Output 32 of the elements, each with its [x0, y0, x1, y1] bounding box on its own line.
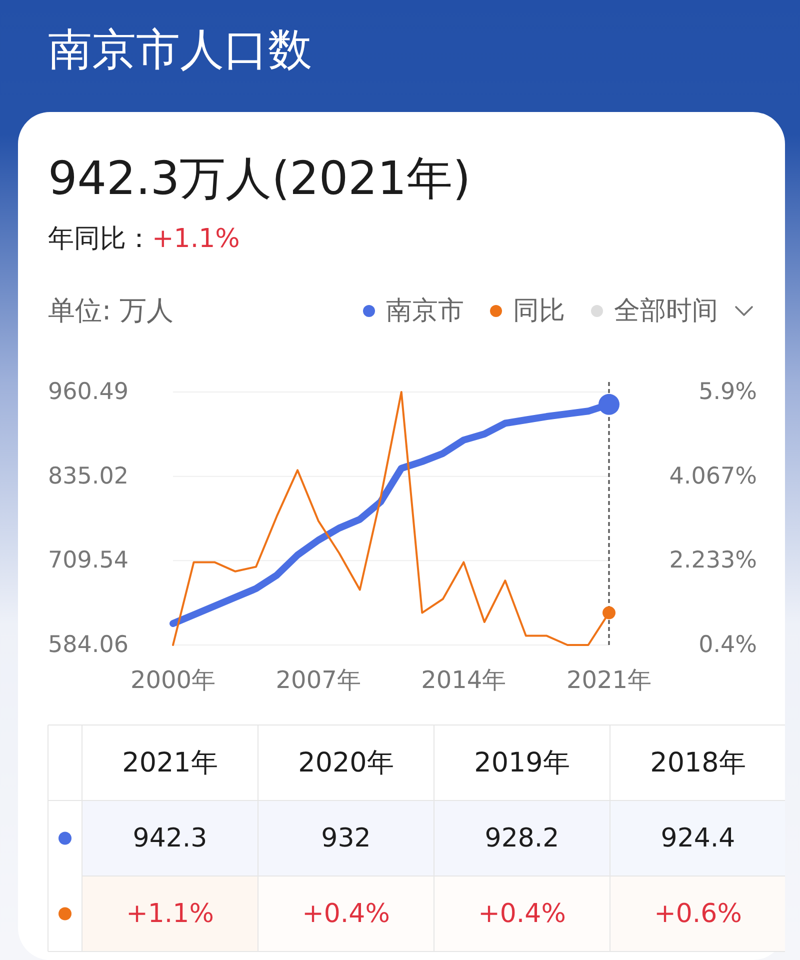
text: 全部时间: [614, 296, 718, 326]
y-tick-label: 584.06: [48, 632, 128, 658]
x-tick-label: 2018年: [650, 747, 746, 778]
y-tick-label: 960.49: [48, 379, 128, 405]
data-label: +1.1%: [126, 898, 214, 929]
data-label: +0.4%: [478, 898, 566, 929]
text: 年同比：: [48, 224, 152, 254]
data-label: 924.4: [660, 823, 736, 854]
legend-label: 同比: [513, 296, 565, 326]
x-tick-label: 2021年: [566, 666, 652, 694]
data-label: 942.3: [132, 823, 208, 854]
chart-subtitle: 942.3万人(2021年): [48, 151, 471, 205]
data-label: +0.4%: [302, 898, 390, 929]
data-label: 928.2: [484, 823, 560, 854]
legend-label: 南京市: [386, 296, 464, 326]
text: +1.1%: [152, 224, 240, 254]
x-tick-label: 2007年: [276, 666, 361, 694]
y2-tick-label: 4.067%: [669, 463, 757, 490]
x-tick-label: 2020年: [298, 747, 394, 778]
y-tick-label: 835.02: [48, 463, 128, 490]
y-tick-label: 709.54: [48, 548, 128, 574]
y2-tick-label: 2.233%: [669, 548, 757, 574]
x-tick-label: 2014年: [421, 666, 506, 694]
x-tick-label: 2021年: [122, 747, 218, 778]
chart-title: 南京市人口数: [48, 24, 312, 76]
y2-tick-label: 0.4%: [698, 632, 757, 658]
y-axis-title: 单位: 万人: [48, 296, 174, 326]
y2-tick-label: 5.9%: [698, 379, 757, 405]
data-label: +0.6%: [654, 898, 742, 929]
x-tick-label: 2019年: [474, 747, 570, 778]
x-tick-label: 2000年: [130, 666, 216, 694]
data-label: 932: [321, 823, 371, 854]
